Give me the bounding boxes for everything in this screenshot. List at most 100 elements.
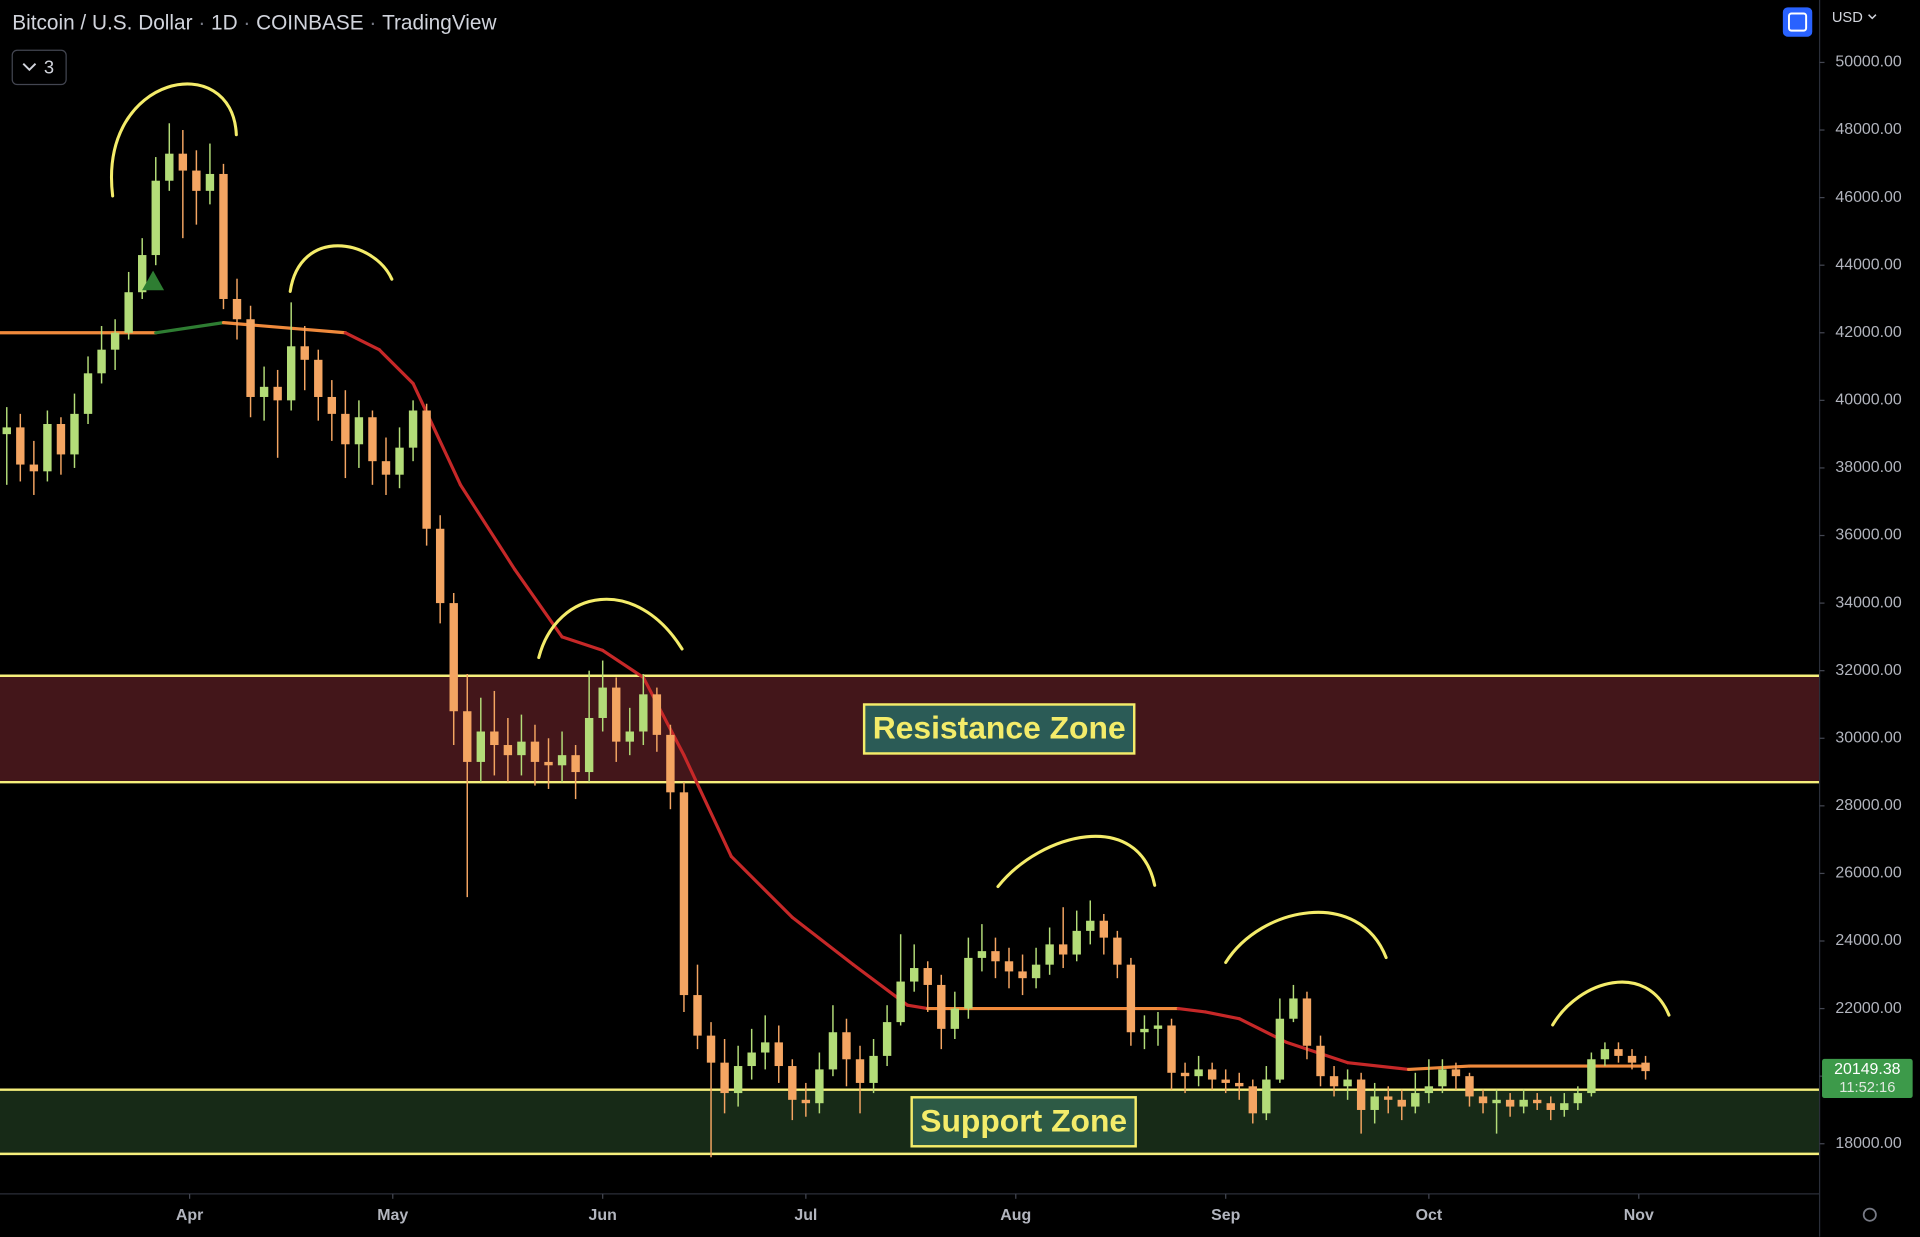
candle-body bbox=[29, 464, 39, 472]
ma-segment bbox=[458, 483, 517, 571]
candle-body bbox=[151, 180, 160, 256]
currency[interactable]: USD bbox=[1832, 10, 1863, 26]
candle-body bbox=[314, 359, 323, 397]
candle-body bbox=[625, 731, 634, 742]
candle-body bbox=[1546, 1103, 1555, 1110]
candle-body bbox=[1329, 1076, 1339, 1087]
candle-body bbox=[219, 173, 228, 299]
candle-body bbox=[1207, 1069, 1217, 1080]
y-tick-label: 40000.00 bbox=[1835, 392, 1901, 409]
candle-body bbox=[327, 396, 337, 414]
candle-body bbox=[1099, 920, 1109, 938]
candle-body bbox=[70, 413, 79, 455]
candle-body bbox=[1587, 1059, 1596, 1094]
button-icon[interactable] bbox=[1788, 12, 1808, 32]
button-bg[interactable] bbox=[1782, 7, 1813, 37]
candle-body bbox=[1031, 964, 1041, 979]
candle-body bbox=[720, 1062, 729, 1094]
candle-body bbox=[1221, 1079, 1230, 1083]
indicator-toggle[interactable]: 3 bbox=[11, 49, 67, 86]
source: TradingView bbox=[382, 11, 497, 34]
last-price: 20149.38 bbox=[1834, 1061, 1900, 1078]
toggle-box[interactable] bbox=[11, 49, 67, 86]
candle-body bbox=[97, 349, 106, 374]
candle-body bbox=[1451, 1069, 1461, 1077]
chevron[interactable] bbox=[22, 62, 37, 72]
candle-body bbox=[774, 1042, 783, 1067]
arc bbox=[996, 834, 1157, 889]
candle-body bbox=[1058, 944, 1068, 955]
ma-segment bbox=[343, 331, 381, 352]
candle-body bbox=[788, 1066, 797, 1100]
candle-body bbox=[1519, 1099, 1528, 1107]
candle-body bbox=[1533, 1099, 1542, 1104]
candle-body bbox=[43, 424, 52, 472]
candle-body bbox=[693, 995, 702, 1036]
candle-body bbox=[476, 731, 485, 762]
candle-body bbox=[205, 173, 215, 191]
candle-body bbox=[1641, 1062, 1650, 1072]
candle-body bbox=[1465, 1076, 1474, 1097]
separator: · bbox=[193, 11, 211, 34]
candle-body bbox=[517, 741, 526, 756]
separator: · bbox=[238, 11, 256, 34]
candle-body bbox=[652, 694, 662, 735]
y-tick-label: 32000.00 bbox=[1835, 662, 1901, 679]
ma-segment bbox=[377, 348, 415, 386]
candle-body bbox=[435, 528, 445, 604]
candle-body bbox=[1478, 1096, 1488, 1104]
ma-segment bbox=[641, 675, 686, 757]
indicator-count[interactable]: 3 bbox=[44, 56, 54, 77]
candle-body bbox=[855, 1059, 865, 1083]
ma-segment bbox=[1176, 1006, 1207, 1014]
arc bbox=[1224, 910, 1388, 964]
y-tick-label: 26000.00 bbox=[1835, 865, 1901, 882]
candle-body bbox=[679, 792, 689, 996]
candle-body bbox=[815, 1069, 824, 1104]
symbol: Bitcoin / U.S. Dollar bbox=[12, 11, 192, 34]
candle-body bbox=[909, 968, 919, 982]
candle-body bbox=[1167, 1025, 1176, 1073]
candle-body bbox=[761, 1042, 770, 1053]
exchange: COINBASE bbox=[256, 11, 363, 34]
candle-body bbox=[869, 1055, 878, 1083]
currency-chevron[interactable] bbox=[1868, 14, 1877, 20]
candle-body bbox=[584, 717, 594, 773]
x-tick-label: May bbox=[377, 1207, 408, 1224]
candle-body bbox=[639, 694, 648, 732]
candle-body bbox=[666, 734, 675, 793]
y-tick-label: 28000.00 bbox=[1835, 797, 1901, 814]
candle-body bbox=[259, 386, 269, 397]
candle-body bbox=[1573, 1093, 1583, 1104]
candle-body bbox=[1018, 971, 1027, 979]
candle-body bbox=[1343, 1079, 1352, 1087]
header: Bitcoin / U.S. Dollar · 1D · COINBASE · … bbox=[12, 11, 497, 34]
ma-segment bbox=[560, 635, 605, 652]
arc bbox=[110, 82, 238, 198]
candle-body bbox=[1438, 1069, 1447, 1087]
zone-label-box bbox=[910, 1096, 1137, 1148]
settings-button[interactable] bbox=[1862, 1207, 1877, 1222]
zone-label-box bbox=[862, 703, 1136, 755]
candle-body bbox=[1072, 930, 1081, 955]
candle-body bbox=[1492, 1099, 1501, 1104]
fullscreen-button[interactable] bbox=[1782, 7, 1813, 37]
gear[interactable] bbox=[1862, 1207, 1877, 1222]
signal-marker bbox=[142, 270, 165, 291]
candle-body bbox=[1126, 964, 1136, 1033]
interval[interactable]: 1D bbox=[211, 11, 238, 34]
candle-body bbox=[1113, 937, 1122, 965]
candle-body bbox=[530, 741, 540, 762]
candle-body bbox=[557, 755, 567, 766]
candle-body bbox=[422, 410, 431, 529]
candle-body bbox=[1086, 920, 1095, 931]
ma-segment bbox=[1346, 1061, 1411, 1072]
candle-body bbox=[354, 417, 364, 445]
candle-body bbox=[896, 981, 905, 1023]
candle-body bbox=[923, 968, 932, 985]
candle-body bbox=[571, 755, 580, 773]
y-tick-label: 46000.00 bbox=[1835, 189, 1901, 206]
ma-segment bbox=[1406, 1064, 1472, 1072]
candle-body bbox=[1045, 944, 1054, 965]
